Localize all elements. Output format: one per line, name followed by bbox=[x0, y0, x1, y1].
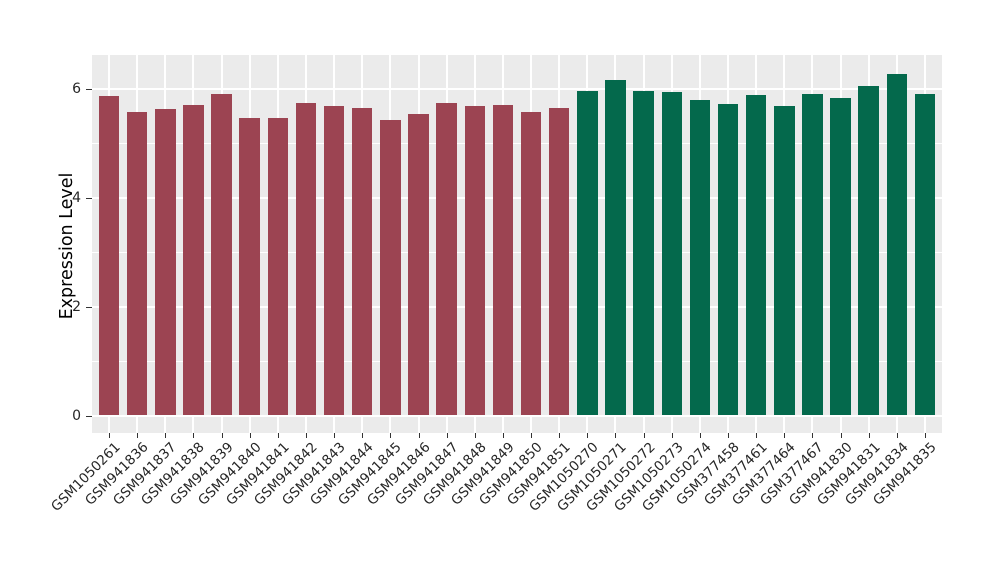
x-tick bbox=[671, 433, 673, 438]
bar-GSM377467 bbox=[802, 94, 823, 416]
x-tick bbox=[756, 433, 758, 438]
gridline-minor bbox=[92, 142, 942, 144]
y-tick-label: 6 bbox=[72, 80, 81, 97]
x-tick bbox=[221, 433, 223, 438]
x-tick bbox=[418, 433, 420, 438]
bar-GSM941838 bbox=[183, 105, 204, 416]
gridline-minor bbox=[92, 251, 942, 253]
bar-GSM941830 bbox=[830, 97, 851, 416]
x-tick bbox=[362, 433, 364, 438]
bar-GSM941843 bbox=[323, 106, 345, 416]
bar-GSM1050271 bbox=[605, 79, 626, 416]
gridline-major bbox=[92, 196, 942, 199]
y-tick bbox=[86, 306, 92, 308]
gridline-minor bbox=[92, 360, 942, 362]
bar-GSM941850 bbox=[520, 112, 542, 416]
x-tick bbox=[474, 433, 476, 438]
y-tick bbox=[86, 88, 92, 90]
gridline-major bbox=[92, 414, 942, 417]
x-tick bbox=[896, 433, 898, 438]
x-tick bbox=[784, 433, 786, 438]
x-tick bbox=[109, 433, 110, 438]
bar-GSM941844 bbox=[351, 108, 373, 416]
bar-GSM377461 bbox=[745, 95, 767, 416]
bar-GSM941839 bbox=[211, 93, 232, 416]
y-tick bbox=[86, 415, 92, 417]
y-tick bbox=[86, 197, 92, 199]
x-tick bbox=[587, 433, 589, 438]
gridline-major bbox=[92, 87, 942, 90]
x-tick bbox=[699, 433, 701, 438]
plot-panel bbox=[92, 55, 942, 433]
bar-GSM941841 bbox=[267, 118, 289, 416]
x-tick bbox=[446, 433, 448, 438]
bar-GSM1050270 bbox=[577, 90, 598, 416]
bar-GSM941851 bbox=[548, 108, 570, 416]
x-tick bbox=[643, 433, 645, 438]
x-tick bbox=[615, 433, 617, 438]
x-tick bbox=[305, 433, 307, 438]
x-tick bbox=[559, 433, 561, 438]
y-tick-label: 0 bbox=[72, 407, 81, 424]
bar-GSM377458 bbox=[717, 103, 739, 416]
bar-GSM941831 bbox=[858, 85, 879, 416]
bar-GSM377464 bbox=[774, 105, 795, 416]
x-tick bbox=[165, 433, 167, 438]
bar-GSM1050261 bbox=[98, 96, 120, 416]
x-tick bbox=[502, 433, 504, 438]
bar-GSM1050274 bbox=[689, 99, 711, 416]
y-tick-label: 2 bbox=[72, 298, 81, 315]
x-tick bbox=[390, 433, 392, 438]
x-tick bbox=[137, 433, 139, 438]
bar-GSM941848 bbox=[464, 106, 486, 416]
x-tick bbox=[728, 433, 730, 438]
gridline-major bbox=[92, 305, 942, 308]
x-tick bbox=[868, 433, 870, 438]
bar-GSM941837 bbox=[155, 108, 176, 416]
x-tick bbox=[531, 433, 533, 438]
x-tick bbox=[277, 433, 279, 438]
bar-GSM941846 bbox=[408, 114, 429, 416]
y-tick-label: 4 bbox=[72, 189, 81, 206]
x-tick bbox=[193, 433, 195, 438]
bar-GSM941849 bbox=[492, 104, 514, 416]
bar-GSM941840 bbox=[239, 118, 260, 416]
x-tick bbox=[334, 433, 336, 438]
x-tick bbox=[249, 433, 251, 438]
x-tick bbox=[840, 433, 842, 438]
bar-GSM941836 bbox=[126, 112, 148, 416]
bar-GSM941847 bbox=[436, 103, 457, 416]
bar-GSM941845 bbox=[380, 120, 401, 416]
bar-GSM1050272 bbox=[633, 91, 654, 416]
x-tick bbox=[812, 433, 814, 438]
x-tick bbox=[925, 433, 926, 438]
bar-GSM941834 bbox=[886, 73, 908, 416]
bar-GSM1050273 bbox=[661, 91, 682, 416]
bar-GSM941842 bbox=[295, 102, 317, 416]
bar-GSM941835 bbox=[914, 93, 936, 416]
